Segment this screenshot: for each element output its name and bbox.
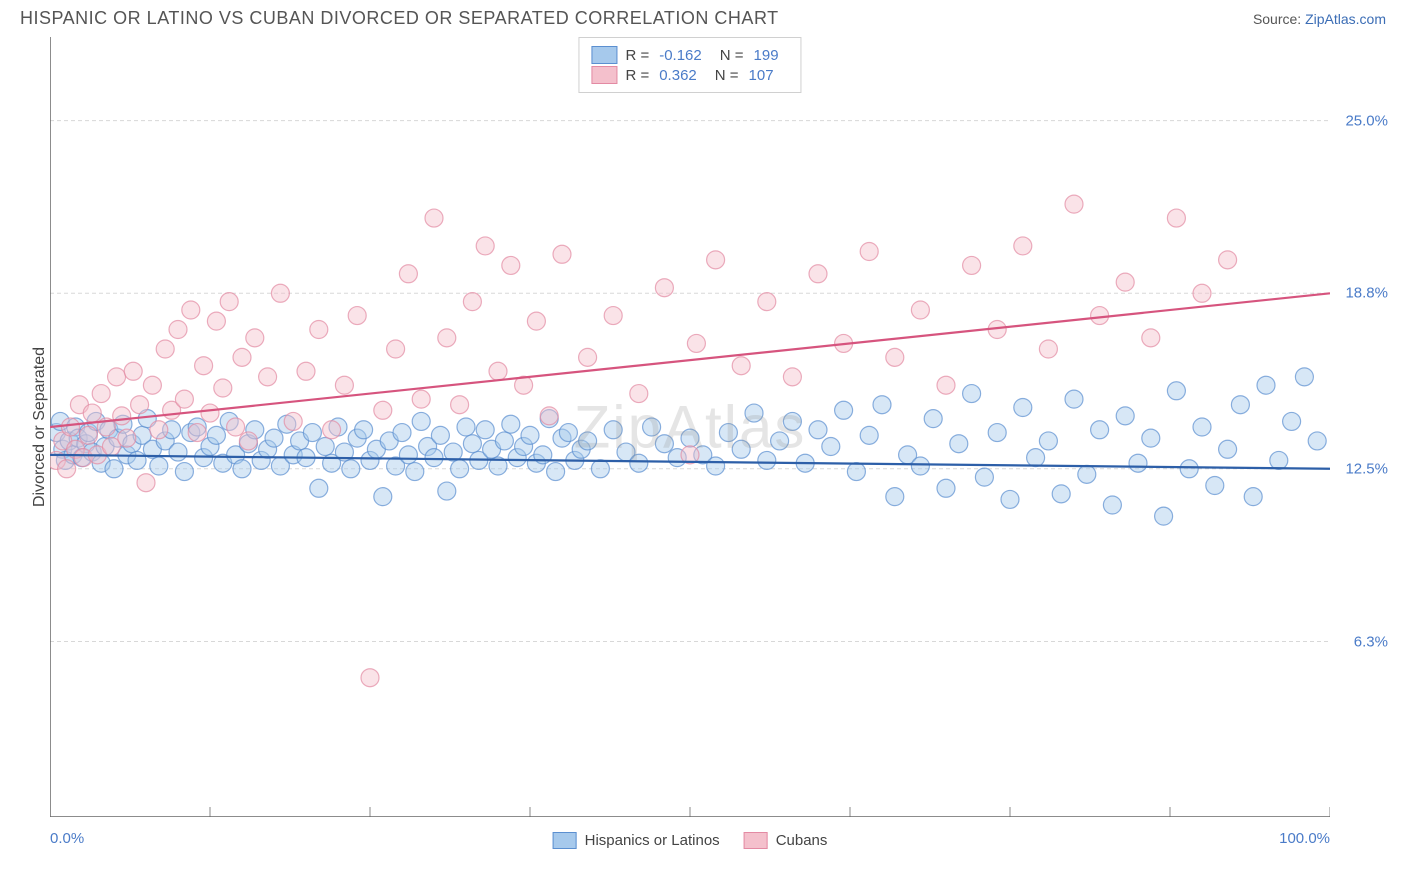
scatter-chart-svg — [50, 37, 1330, 817]
legend-item-1: Cubans — [744, 832, 828, 849]
plot-area: Divorced or Separated ZipAtlas R = -0.16… — [50, 37, 1330, 817]
stats-r-value-0: -0.162 — [659, 47, 702, 64]
stats-row-series-0: R = -0.162 N = 199 — [591, 46, 788, 64]
chart-title: HISPANIC OR LATINO VS CUBAN DIVORCED OR … — [20, 8, 779, 29]
x-axis-max-label: 100.0% — [1279, 830, 1330, 847]
source-label: Source: — [1253, 11, 1305, 27]
y-grid-label: 6.3% — [1354, 633, 1388, 650]
stats-n-label: N = — [715, 67, 739, 84]
y-grid-label: 18.8% — [1345, 285, 1388, 302]
bottom-legend: Hispanics or Latinos Cubans — [553, 832, 828, 849]
legend-swatch-0 — [553, 832, 577, 849]
stats-n-label: N = — [720, 47, 744, 64]
chart-header: HISPANIC OR LATINO VS CUBAN DIVORCED OR … — [0, 0, 1406, 33]
chart-source: Source: ZipAtlas.com — [1253, 11, 1386, 27]
stats-row-series-1: R = 0.362 N = 107 — [591, 66, 788, 84]
legend-label-1: Cubans — [776, 832, 828, 849]
stats-r-value-1: 0.362 — [659, 67, 697, 84]
stats-swatch-series-0 — [591, 46, 617, 64]
y-axis-label: Divorced or Separated — [31, 347, 49, 507]
legend-item-0: Hispanics or Latinos — [553, 832, 720, 849]
stats-n-value-0: 199 — [754, 47, 779, 64]
stats-n-value-1: 107 — [749, 67, 774, 84]
stats-swatch-series-1 — [591, 66, 617, 84]
x-axis-min-label: 0.0% — [50, 830, 84, 847]
legend-label-0: Hispanics or Latinos — [585, 832, 720, 849]
legend-swatch-1 — [744, 832, 768, 849]
stats-r-label: R = — [625, 47, 649, 64]
source-link[interactable]: ZipAtlas.com — [1305, 11, 1386, 27]
stats-legend-box: R = -0.162 N = 199 R = 0.362 N = 107 — [578, 37, 801, 93]
stats-r-label: R = — [625, 67, 649, 84]
y-grid-label: 12.5% — [1345, 460, 1388, 477]
y-grid-label: 25.0% — [1345, 112, 1388, 129]
